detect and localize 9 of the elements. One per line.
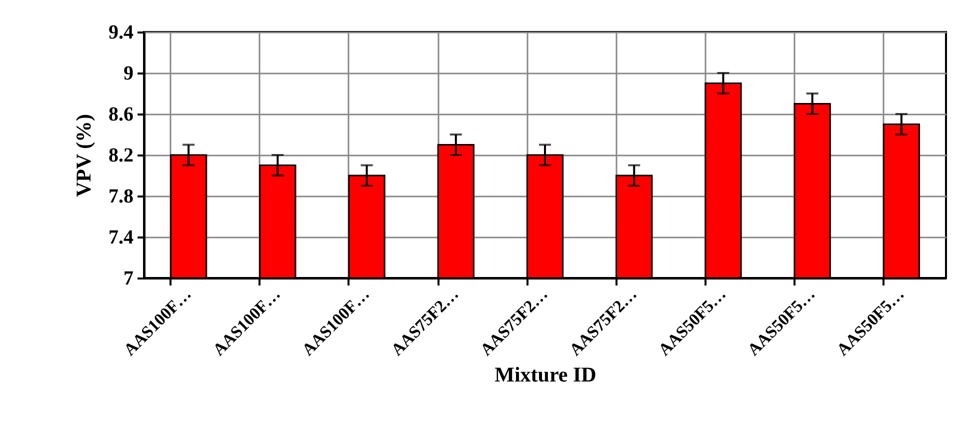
y-tick-label: 7 xyxy=(124,268,134,290)
y-tick-label: 7.4 xyxy=(108,226,134,248)
y-tick-label: 7.8 xyxy=(108,186,134,208)
y-tick-label: 9 xyxy=(124,62,134,84)
y-tick-label: 8.2 xyxy=(108,144,134,166)
y-axis-title: VPV (%) xyxy=(72,114,96,198)
y-tick-label: 9.4 xyxy=(108,22,134,44)
x-axis-title: Mixture ID xyxy=(494,362,596,387)
y-tick-label: 8.6 xyxy=(108,104,134,126)
